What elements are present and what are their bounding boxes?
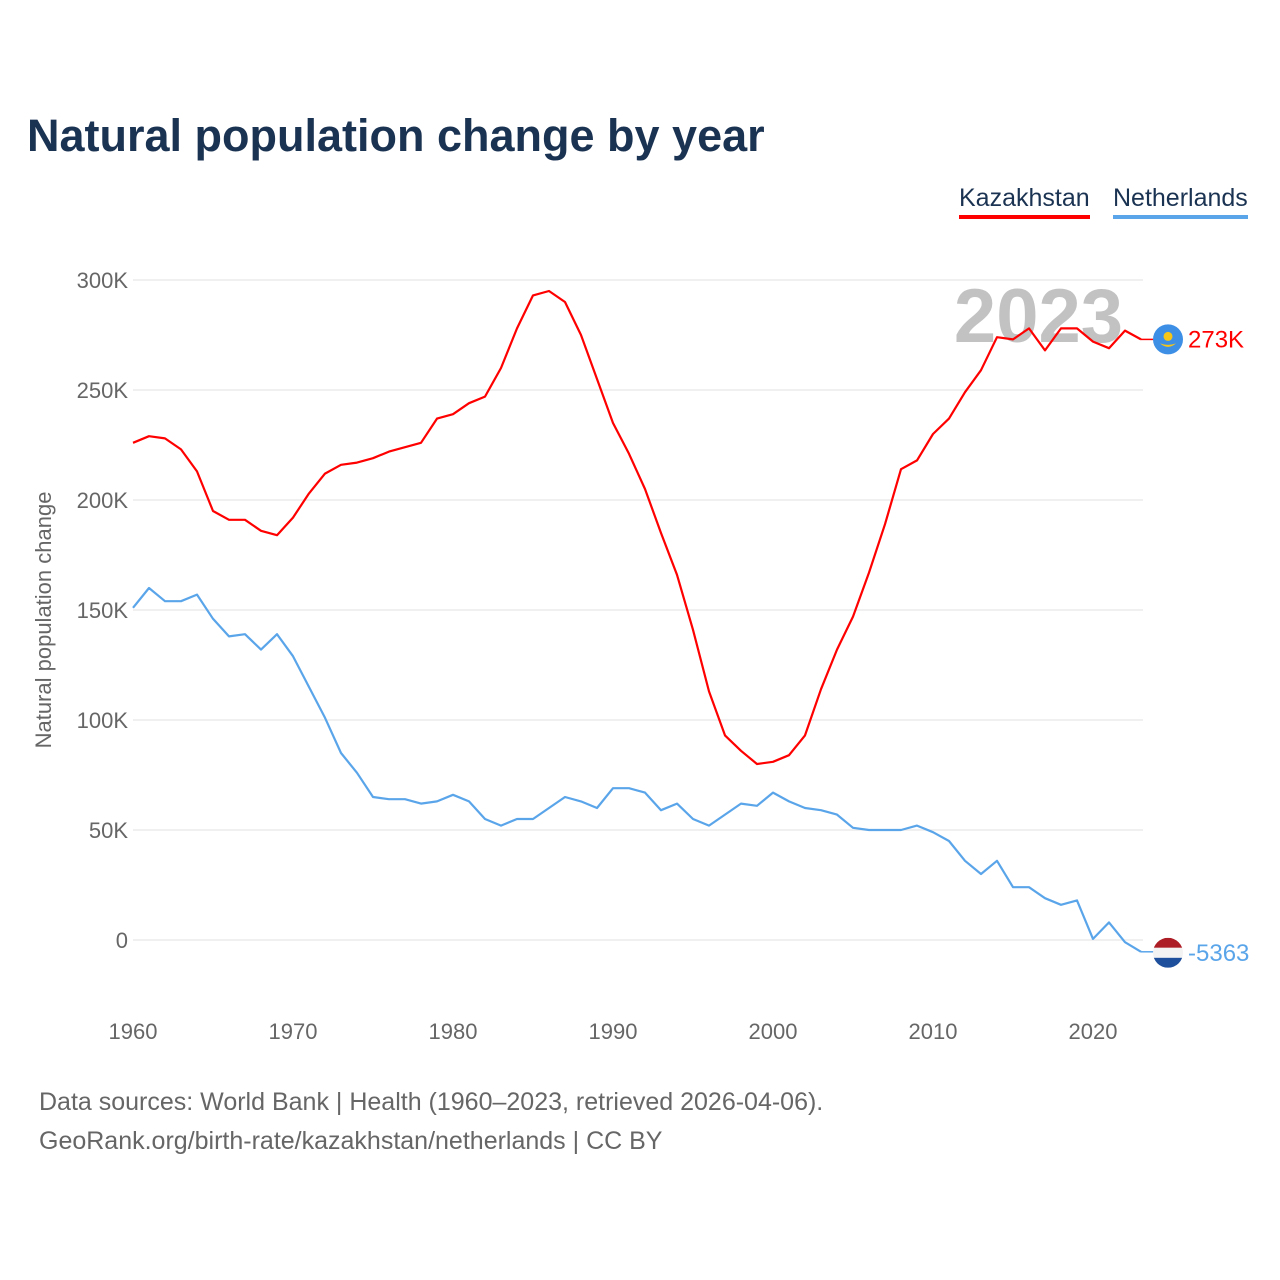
x-tick-label: 1960 [109, 1019, 158, 1044]
x-tick-label: 1970 [269, 1019, 318, 1044]
series-line-kazakhstan [132, 289, 1142, 766]
legend-netherlands[interactable]: Netherlands [1113, 184, 1248, 219]
end-value-label: 273K [1188, 326, 1244, 353]
y-tick-label: 150K [77, 598, 129, 623]
y-axis-label: Natural population change [31, 492, 56, 749]
flag-sun [1163, 331, 1173, 341]
flag-eagle [1160, 343, 1176, 347]
flag-red-band [1153, 937, 1183, 948]
flag-blue-band [1153, 957, 1183, 968]
year-watermark: 2023 [954, 274, 1123, 359]
x-tick-label: 1980 [429, 1019, 478, 1044]
series-line-netherlands [132, 586, 1142, 953]
y-tick-label: 50K [89, 818, 128, 843]
footer-link[interactable]: GeoRank.org/birth-rate/kazakhstan/nether… [39, 1127, 663, 1155]
x-tick-label: 2010 [909, 1019, 958, 1044]
kazakhstan-flag-icon [1153, 324, 1183, 355]
netherlands-flag-icon [1153, 937, 1183, 968]
flag-white-band [1153, 947, 1183, 958]
y-tick-label: 250K [77, 378, 129, 403]
x-tick-label: 2020 [1069, 1019, 1118, 1044]
legend-kazakhstan[interactable]: Kazakhstan [959, 184, 1090, 219]
y-tick-label: 100K [77, 708, 129, 733]
chart-area: 0 50K 100K 150K 200K 250K 300K 1960 1970 1980 1990… [31, 268, 1249, 1044]
footer-sources: Data sources: World Bank | Health (1960–… [39, 1088, 824, 1116]
end-value-label: -5363 [1188, 940, 1249, 967]
x-tick-label: 2000 [749, 1019, 798, 1044]
chart-title: Natural population change by year [27, 110, 765, 161]
y-tick-label: 300K [77, 268, 129, 293]
x-tick-label: 1990 [589, 1019, 638, 1044]
y-tick-label: 0 [116, 928, 128, 953]
y-tick-label: 200K [77, 488, 129, 513]
